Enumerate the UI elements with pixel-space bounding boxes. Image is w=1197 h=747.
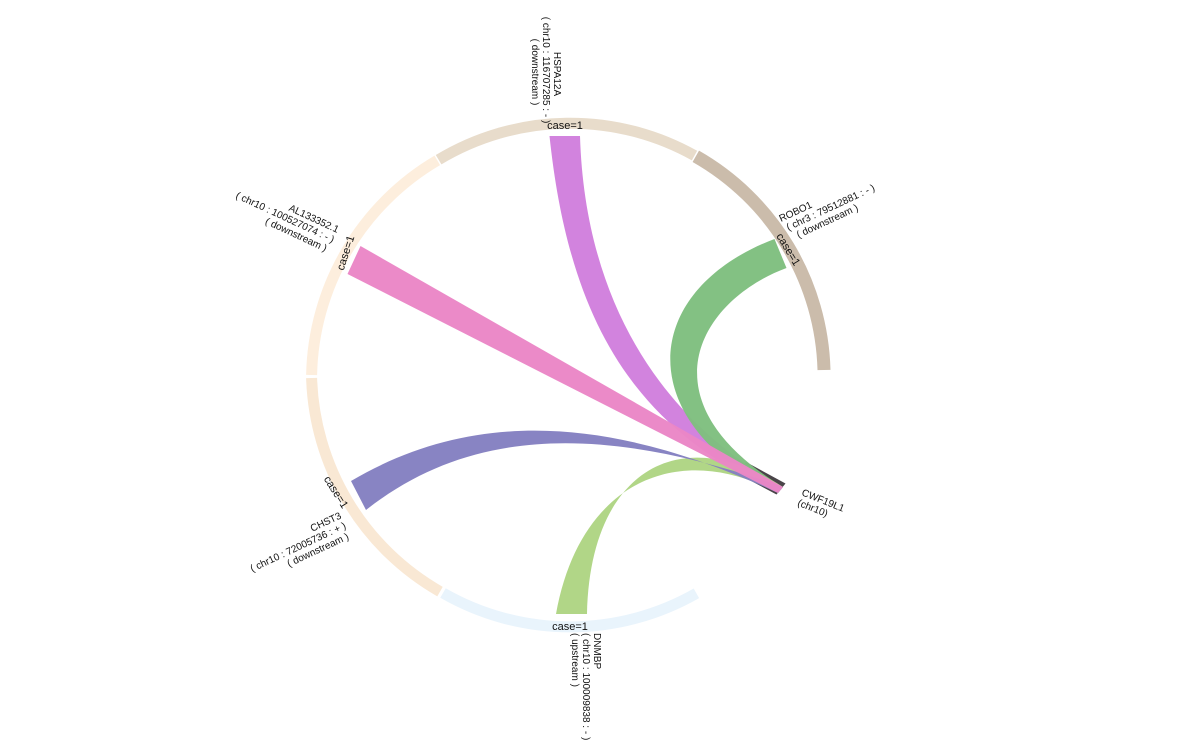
ribbon-hspa12a[interactable] <box>549 136 784 493</box>
ribbon-chst3[interactable] <box>351 430 783 510</box>
ribbon-robo1[interactable] <box>670 239 787 493</box>
gene-label-dnmbp: DNMBP ( chr10 : 100009838 : - ) ( upstre… <box>569 633 602 740</box>
gene-direction-dnmbp: ( upstream ) <box>569 633 580 687</box>
gene-name-dnmbp: DNMBP <box>591 633 602 669</box>
gene-label-hspa12a: HSPA12A ( chr10 : 116707285 : - ) ( down… <box>529 17 562 124</box>
fusion-ribbons <box>347 136 787 614</box>
gene-label-chst3: CHST3 ( chr10 : 72005736 : + ) ( downstr… <box>249 511 351 575</box>
gene-locus-dnmbp: ( chr10 : 100009838 : - ) <box>580 633 591 740</box>
gene-locus-hspa12a: ( chr10 : 116707285 : - ) <box>540 17 551 124</box>
ring-segment-dnmbp[interactable] <box>440 588 700 633</box>
gene-name-hspa12a: HSPA12A <box>551 52 562 97</box>
case-label-dnmbp: case=1 <box>552 621 588 633</box>
gene-label-cwf19l1: CWF19L1 (chr10) <box>796 488 846 520</box>
ring-segment-chst3[interactable] <box>306 377 443 597</box>
ring-segment-robo1[interactable] <box>692 150 831 371</box>
ring-segment-al133352[interactable] <box>306 155 441 376</box>
gene-label-robo1: ROBO1 ( chr3 : 79512881 : - ) ( downstre… <box>778 183 877 241</box>
gene-direction-hspa12a: ( downstream ) <box>529 39 540 106</box>
case-label-hspa12a: case=1 <box>547 120 583 132</box>
ring-segments <box>306 117 831 633</box>
gene-label-al133352: AL133352.1 ( chr10 : 100527074 : - ) ( d… <box>234 190 341 254</box>
ring-segment-hspa12a[interactable] <box>435 117 698 165</box>
ribbon-al133352[interactable] <box>347 246 784 493</box>
ribbon-dnmbp[interactable] <box>556 457 783 614</box>
